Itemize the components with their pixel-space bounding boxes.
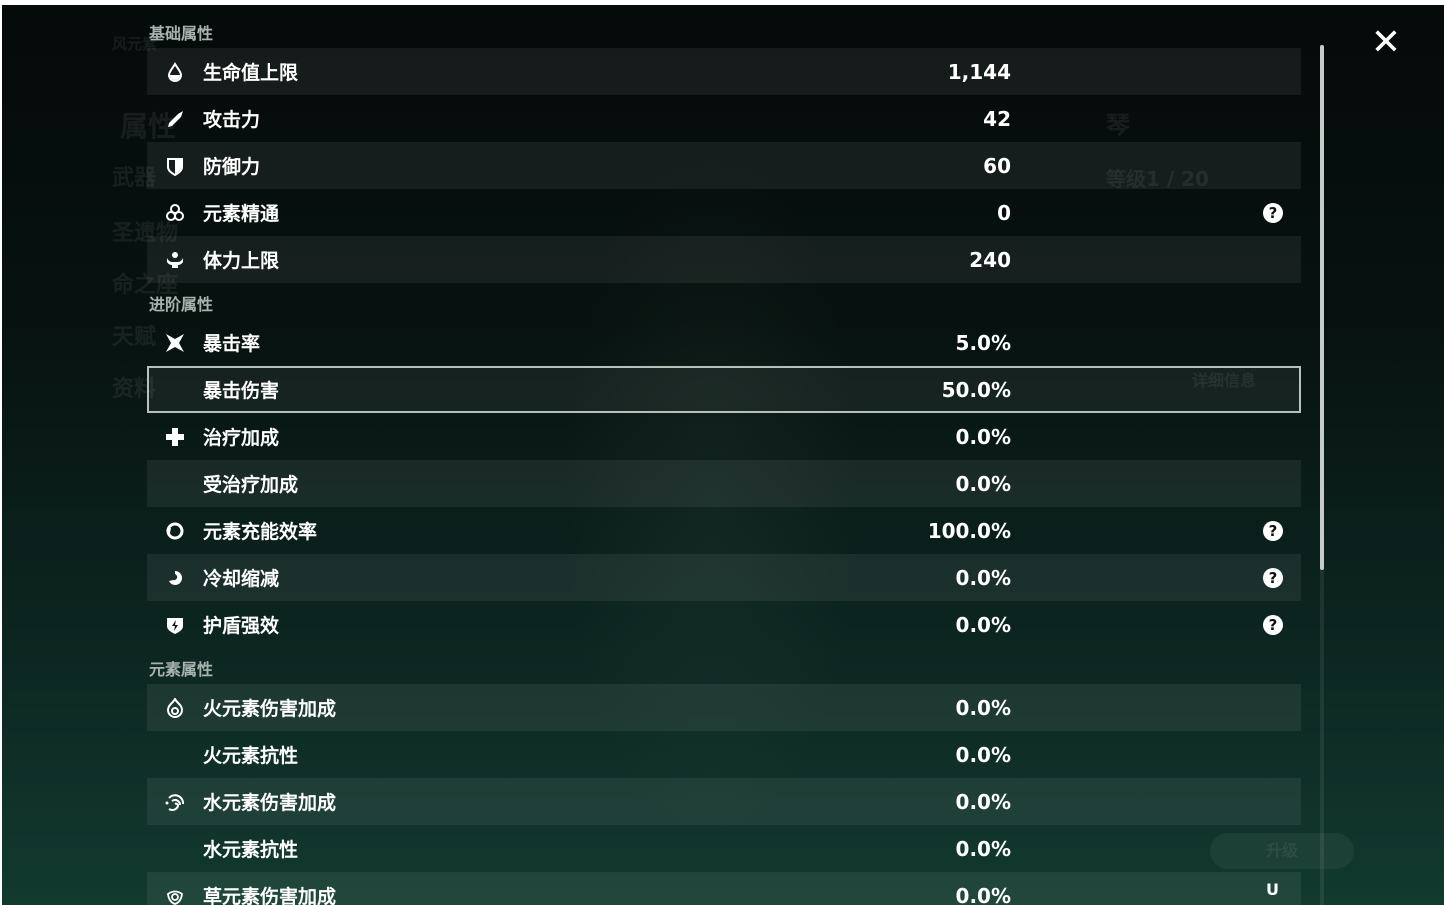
stat-value: 240: [969, 247, 1011, 272]
stat-value: 50.0%: [941, 377, 1011, 402]
character-screen: 风元素 属性 武器 圣遗物 命之座 天赋 资料 琴 等级1 / 20 详细信息 …: [2, 5, 1444, 905]
nav-talents[interactable]: 天赋: [112, 325, 157, 350]
pyro-icon: [165, 697, 185, 718]
stat-label: 冷却缩减: [203, 568, 280, 590]
stat-label: 攻击力: [203, 109, 261, 131]
stat-label: 暴击伤害: [203, 380, 280, 402]
stat-label: 水元素抗性: [203, 839, 299, 861]
stat-label: 暴击率: [203, 333, 261, 355]
stat-row[interactable]: 治疗加成 0.0%: [147, 413, 1301, 460]
stat-row[interactable]: 草元素伤害加成 0.0%: [147, 872, 1301, 905]
stat-value: 0.0%: [955, 424, 1011, 449]
stat-label: 体力上限: [203, 250, 280, 272]
stat-label: 护盾强效: [203, 615, 280, 637]
stats-detail-panel: 基础属性生命值上限 1,144 攻击力 42 防御力 60 元素精通 0? 体力上限 240 进阶属…: [147, 20, 1301, 905]
stat-row[interactable]: 水元素抗性 0.0%: [147, 825, 1301, 872]
stat-value: 1,144: [947, 59, 1011, 84]
stat-row[interactable]: 暴击率 5.0%: [147, 319, 1301, 366]
stat-row[interactable]: 攻击力 42: [147, 95, 1301, 142]
stat-label: 元素精通: [203, 203, 280, 225]
blank-icon: [165, 839, 185, 859]
stat-value: 0.0%: [955, 471, 1011, 496]
help-icon[interactable]: ?: [1263, 202, 1283, 223]
blank-icon: [165, 474, 185, 494]
sword-icon: [165, 109, 185, 129]
nav-profile[interactable]: 资料: [112, 377, 157, 402]
energy-recharge-icon: [165, 521, 185, 541]
stat-label: 火元素伤害加成: [203, 698, 337, 720]
detail-button[interactable]: 详细信息: [1192, 371, 1257, 390]
stat-value: 5.0%: [955, 330, 1011, 355]
stat-row[interactable]: 水元素伤害加成 0.0%: [147, 778, 1301, 825]
upgrade-button[interactable]: 升级: [1210, 833, 1354, 869]
close-icon[interactable]: ✕: [1370, 22, 1402, 63]
stat-row[interactable]: 火元素伤害加成 0.0%: [147, 684, 1301, 731]
elemental-mastery-icon: [165, 203, 185, 223]
stat-label: 火元素抗性: [203, 745, 299, 767]
stat-label: 草元素伤害加成: [203, 886, 337, 905]
hp-drop-icon: [165, 61, 185, 82]
help-icon[interactable]: ?: [1263, 614, 1283, 635]
scrollbar-thumb[interactable]: [1320, 45, 1324, 570]
nav-weapon[interactable]: 武器: [112, 166, 157, 191]
stat-label: 治疗加成: [203, 427, 280, 449]
stat-value: 42: [983, 106, 1011, 131]
stat-row[interactable]: 受治疗加成 0.0%: [147, 460, 1301, 507]
blank-icon: [165, 745, 185, 765]
dendro-icon: [165, 886, 185, 905]
scrollbar[interactable]: [1320, 45, 1324, 905]
stat-row[interactable]: 元素充能效率 100.0%?: [147, 507, 1301, 554]
cooldown-icon: [165, 568, 185, 588]
stat-row[interactable]: 防御力 60: [147, 142, 1301, 189]
character-name: 琴: [1106, 111, 1130, 139]
uid-label: U: [1266, 880, 1279, 899]
stat-label: 受治疗加成: [203, 474, 299, 496]
stat-row[interactable]: 元素精通 0?: [147, 189, 1301, 236]
stat-value: 60: [983, 153, 1011, 178]
character-silhouette: [562, 145, 862, 845]
help-icon[interactable]: ?: [1263, 567, 1283, 588]
stat-value: 0.0%: [955, 565, 1011, 590]
stat-label: 水元素伤害加成: [203, 792, 337, 814]
stat-row[interactable]: 护盾强效 0.0%?: [147, 601, 1301, 648]
stat-value: 100.0%: [927, 518, 1011, 543]
healing-cross-icon: [165, 427, 185, 447]
stat-value: 0.0%: [955, 789, 1011, 814]
stat-value: 0.0%: [955, 836, 1011, 861]
stat-label: 防御力: [203, 156, 261, 178]
blank-icon: [165, 380, 185, 400]
help-icon[interactable]: ?: [1263, 520, 1283, 541]
stat-row[interactable]: 生命值上限 1,144: [147, 48, 1301, 95]
stat-label: 生命值上限: [203, 62, 299, 84]
shield-icon: [165, 156, 185, 176]
stat-value: 0.0%: [955, 612, 1011, 637]
nav-attributes[interactable]: 属性: [120, 110, 177, 143]
section-header: 元素属性: [149, 660, 214, 679]
stamina-icon: [165, 250, 185, 270]
crit-star-icon: [165, 333, 185, 353]
stat-value: 0: [997, 200, 1011, 225]
nav-artifacts[interactable]: 圣遗物: [112, 221, 179, 246]
nav-constellation[interactable]: 命之座: [112, 273, 179, 298]
stat-row[interactable]: 体力上限 240: [147, 236, 1301, 283]
element-title: 风元素: [112, 35, 158, 53]
stat-row[interactable]: 火元素抗性 0.0%: [147, 731, 1301, 778]
shield-strength-icon: [165, 615, 185, 635]
stat-value: 0.0%: [955, 742, 1011, 767]
stat-row[interactable]: 暴击伤害 50.0%: [147, 366, 1301, 413]
stat-label: 元素充能效率: [203, 521, 318, 543]
stat-value: 0.0%: [955, 695, 1011, 720]
character-level: 等级1 / 20: [1106, 167, 1209, 191]
section-header: 进阶属性: [149, 295, 214, 314]
stat-row[interactable]: 冷却缩减 0.0%?: [147, 554, 1301, 601]
hydro-icon: [165, 792, 185, 812]
stat-value: 0.0%: [955, 883, 1011, 905]
section-header: 基础属性: [149, 24, 214, 43]
